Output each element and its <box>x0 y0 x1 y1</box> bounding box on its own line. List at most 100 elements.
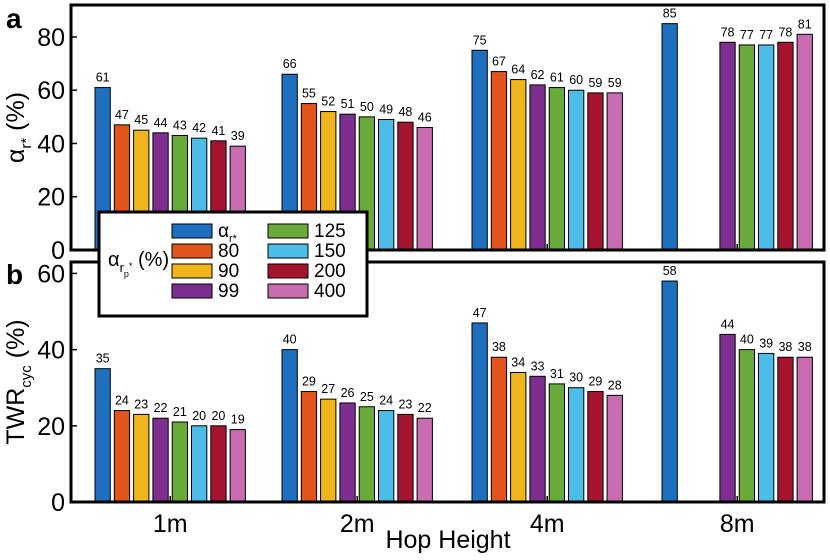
bar <box>152 417 169 503</box>
bar <box>529 375 546 503</box>
data-label: 30 <box>569 371 583 385</box>
data-label: 60 <box>569 73 583 87</box>
bar <box>777 41 794 251</box>
x-tick-label: 1m <box>153 510 188 538</box>
y-tick-label: 40 <box>37 337 65 365</box>
bar <box>378 410 395 503</box>
data-label: 22 <box>154 401 168 415</box>
legend-swatch <box>171 223 213 239</box>
data-label: 42 <box>192 121 206 135</box>
legend-label: 150 <box>314 241 346 262</box>
bar <box>210 425 227 503</box>
bar <box>397 121 414 251</box>
panel-label: a <box>6 3 22 34</box>
data-label: 34 <box>511 355 525 369</box>
legend-label: 80 <box>218 241 239 262</box>
data-label: 64 <box>511 63 525 77</box>
bar <box>94 368 111 503</box>
bar <box>758 44 775 251</box>
data-label: 29 <box>302 375 316 389</box>
bar <box>568 89 585 251</box>
legend-group-label: αrp* (%) <box>108 249 169 279</box>
data-label: 78 <box>778 25 792 39</box>
data-label: 62 <box>531 68 545 82</box>
bar <box>471 49 488 251</box>
legend-swatch <box>171 263 213 279</box>
bar <box>510 371 527 503</box>
bar <box>397 413 414 503</box>
data-label: 50 <box>360 100 374 114</box>
legend-label: 125 <box>314 221 346 242</box>
legend-swatch <box>267 263 309 279</box>
legend-label: 200 <box>314 261 346 282</box>
bar <box>300 391 318 503</box>
bar <box>229 429 246 503</box>
bar <box>281 349 298 503</box>
legend-swatch <box>267 243 309 259</box>
bar <box>529 84 546 251</box>
bar <box>719 333 736 503</box>
data-label: 81 <box>798 17 812 31</box>
bar <box>113 410 131 503</box>
bar <box>661 280 678 503</box>
data-label: 35 <box>96 352 110 366</box>
data-label: 38 <box>778 340 792 354</box>
data-label: 21 <box>173 405 187 419</box>
data-label: 23 <box>398 397 412 411</box>
data-label: 41 <box>211 124 225 138</box>
data-label: 39 <box>231 129 245 143</box>
legend-label: 90 <box>218 261 239 282</box>
data-label: 67 <box>492 55 506 69</box>
data-label: 49 <box>379 103 393 117</box>
data-label: 22 <box>418 401 432 415</box>
legend-label: 99 <box>218 281 239 302</box>
data-label: 39 <box>759 336 773 350</box>
data-label: 38 <box>798 340 812 354</box>
data-label: 61 <box>96 71 110 85</box>
data-label: 24 <box>379 394 393 408</box>
legend-swatch <box>267 283 309 299</box>
data-label: 27 <box>321 382 335 396</box>
data-label: 66 <box>283 57 297 71</box>
data-label: 43 <box>173 118 187 132</box>
data-label: 59 <box>588 76 602 90</box>
data-label: 46 <box>418 111 432 125</box>
y-tick-label: 20 <box>37 413 65 441</box>
data-label: 45 <box>134 113 148 127</box>
data-label: 31 <box>550 367 564 381</box>
legend-label: αr* <box>218 221 238 245</box>
y-tick-label: 80 <box>37 24 65 52</box>
y-tick-label: 60 <box>37 77 65 105</box>
data-label: 40 <box>283 333 297 347</box>
y-tick-label: 60 <box>37 260 65 288</box>
bar <box>358 406 376 503</box>
bar <box>606 394 623 503</box>
legend-box <box>97 210 369 318</box>
plot-frame <box>69 260 826 504</box>
bar <box>606 92 623 251</box>
bar <box>471 322 488 503</box>
bar <box>320 398 337 503</box>
data-label: 61 <box>550 71 564 85</box>
data-label: 29 <box>588 375 602 389</box>
x-axis-label: Hop Height <box>385 526 510 554</box>
data-label: 19 <box>231 413 245 427</box>
bar <box>661 23 678 251</box>
bar <box>378 119 395 251</box>
bar <box>738 349 756 503</box>
x-tick-label: 4m <box>530 510 565 538</box>
data-label: 58 <box>663 264 677 278</box>
data-label: 25 <box>360 390 374 404</box>
data-label: 44 <box>154 116 168 130</box>
data-label: 47 <box>473 306 487 320</box>
data-label: 24 <box>115 394 129 408</box>
bar <box>171 421 188 503</box>
bar <box>191 425 208 503</box>
data-label: 33 <box>531 359 545 373</box>
bar <box>587 92 604 251</box>
data-label: 44 <box>721 317 735 331</box>
panel-b: 35 40 47 58 24 29 38 23 27 34 22 26 33 44 21 25 31 40 20 24… <box>2 259 826 517</box>
y-tick-label: 0 <box>51 237 65 265</box>
